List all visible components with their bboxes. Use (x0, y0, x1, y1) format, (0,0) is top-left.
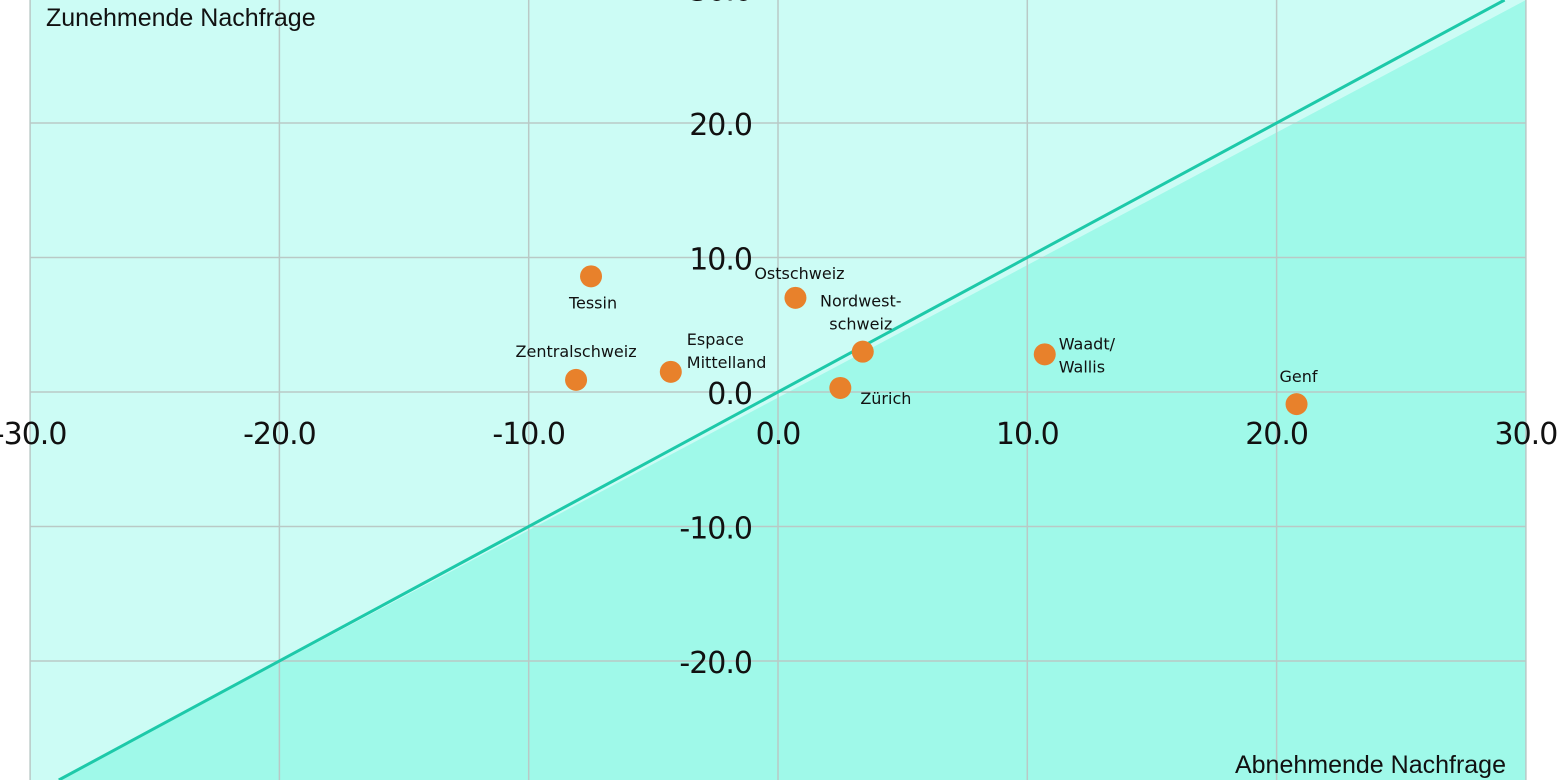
y-tick-label: -10.0 (679, 512, 752, 547)
x-tick-label: 0.0 (756, 417, 801, 452)
diagonal-reference-line (58, 0, 1506, 780)
data-point (659, 360, 682, 383)
point-label: Waadt/ (1059, 334, 1116, 353)
lower-region (58, 0, 1526, 780)
grid-lines (29, 0, 1527, 780)
y-tick-label: -20.0 (679, 646, 752, 681)
point-label: Wallis (1059, 357, 1105, 376)
y-tick-label: 0.0 (707, 377, 752, 412)
point-label: Genf (1280, 367, 1318, 386)
point-label: Zentralschweiz (516, 342, 637, 361)
point-label: schweiz (829, 315, 892, 334)
y-tick-label: 10.0 (689, 243, 752, 278)
data-points: Tessin Ostschweiz Zentralschweiz Espace Mitt… (516, 264, 1318, 416)
point-label: Zürich (860, 389, 911, 408)
data-point (851, 340, 874, 363)
y-tick-label: 30.0 (689, 0, 752, 9)
data-point (829, 376, 852, 399)
x-tick-label: -30.0 (0, 417, 66, 452)
annotation-top-left: Zunehmende Nachfrage (46, 4, 316, 32)
point-label: Mittelland (687, 353, 767, 372)
point-label: Nordwest- (820, 292, 902, 311)
x-tick-label: 10.0 (996, 417, 1059, 452)
data-point (1033, 343, 1056, 366)
x-tick-label: -10.0 (492, 417, 565, 452)
tick-labels: -30.0 -20.0 -10.0 0.0 10.0 20.0 30.0 -20.0 -10.0… (0, 0, 1558, 681)
x-tick-label: -20.0 (243, 417, 316, 452)
y-tick-label: 20.0 (689, 108, 752, 143)
x-tick-label: 20.0 (1245, 417, 1308, 452)
point-label: Espace (687, 330, 744, 349)
data-point (580, 265, 603, 288)
point-label: Ostschweiz (754, 264, 844, 283)
data-point (1285, 393, 1308, 416)
data-point (784, 286, 807, 309)
annotation-bottom-right: Abnehmende Nachfrage (1235, 751, 1506, 779)
data-point (565, 368, 588, 391)
x-tick-label: 30.0 (1495, 417, 1558, 452)
point-label: Tessin (568, 293, 617, 312)
